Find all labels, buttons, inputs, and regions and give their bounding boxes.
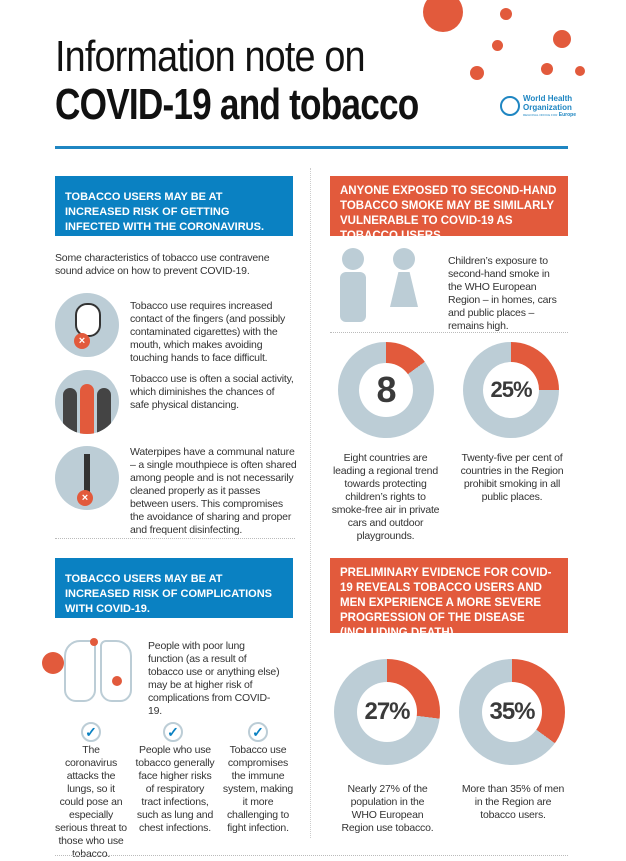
check-icon: ✓ [163,722,183,742]
check-icon: ✓ [81,722,101,742]
donut-chart: 8 [338,342,434,438]
virus-icon [492,40,503,51]
lungs-icon [40,630,138,706]
who-logo: World Health Organization REGIONAL OFFICE… [500,94,576,118]
section-divider [55,538,295,539]
logo-text: World Health [523,94,573,103]
column-divider [310,168,311,838]
point-text: People who use tobacco generally face hi… [135,744,215,834]
virus-icon [423,0,463,32]
virus-icon [42,652,64,674]
item-text: Waterpipes have a communal nature – a si… [130,446,297,536]
check-icon: ✓ [248,722,268,742]
logo-region: Europe [558,112,577,118]
virus-decoration [420,0,590,90]
donut-chart: 35% [459,659,565,765]
donut-chart: 25% [463,342,559,438]
hand-to-face-icon: × [55,293,119,357]
intro-text: Some characteristics of tobacco use cont… [55,252,270,277]
section-heading: ANYONE EXPOSED TO SECOND-HAND TOBACCO SM… [330,176,568,242]
logo-text: Organization [523,103,572,112]
virus-icon [575,66,585,76]
virus-icon [500,8,512,20]
children-text: Children’s exposure to second-hand smoke… [448,255,557,332]
section-divider [330,332,568,333]
item-text: Tobacco use is often a social activity, … [130,373,294,411]
item-text: Tobacco use requires increased contact o… [130,300,286,364]
logo-small: REGIONAL OFFICE FOR [523,113,558,117]
header-rule [55,146,568,149]
virus-icon [470,66,484,80]
who-emblem-icon [500,96,520,116]
donut-label: 8 [359,363,413,417]
donut-label: 25% [483,362,539,418]
section-heading: TOBACCO USERS MAY BE AT INCREASED RISK O… [55,558,293,618]
crowd-icon [55,370,119,434]
point-text: Tobacco use compromises the immune syste… [222,744,294,834]
stat-caption: More than 35% of men in the Region are t… [461,783,565,821]
stat-caption: Nearly 27% of the population in the WHO … [341,783,434,834]
children-icon [330,248,430,322]
stat-caption: Twenty-five per cent of countries in the… [460,452,564,503]
section-heading: PRELIMINARY EVIDENCE FOR COVID-19 REVEAL… [330,558,568,639]
donut-chart: 27% [334,659,440,765]
section-heading: TOBACCO USERS MAY BE AT INCREASED RISK O… [55,176,293,236]
virus-icon [553,30,571,48]
virus-icon [541,63,553,75]
footer-divider [55,855,568,856]
title-line-1: Information note on [55,32,366,81]
donut-label: 35% [482,682,542,742]
donut-label: 27% [357,682,417,742]
point-text: The coronavirus attacks the lungs, so it… [55,744,127,860]
waterpipe-icon: × [55,446,119,510]
title-line-2: COVID-19 and tobacco [55,80,419,129]
stat-caption: Eight countries are leading a regional t… [331,452,440,542]
lung-text: People with poor lung function (as a res… [148,640,280,717]
